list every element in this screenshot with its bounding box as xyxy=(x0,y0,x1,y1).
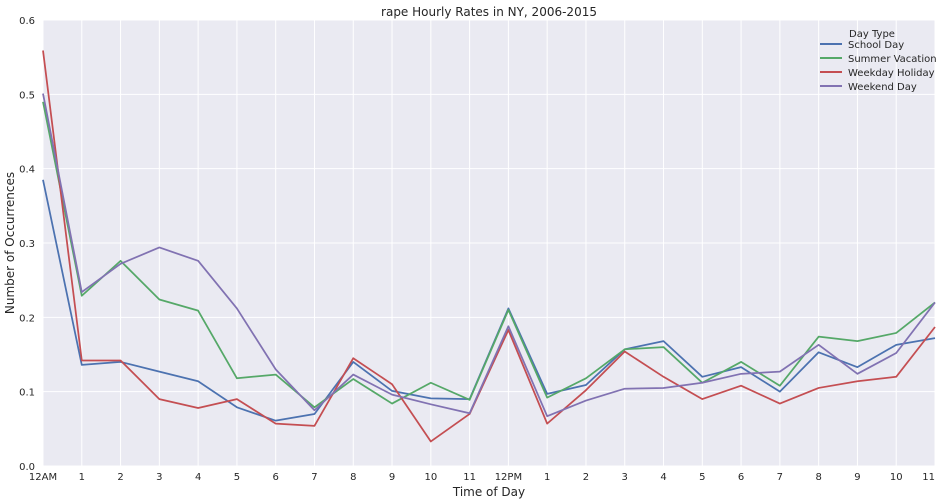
x-tick-label: 3 xyxy=(156,472,162,483)
x-tick-label: 7 xyxy=(777,472,783,483)
x-tick-label: 7 xyxy=(311,472,317,483)
x-tick-label: 2 xyxy=(583,472,589,483)
x-axis-ticks: 12AM 1 2 3 4 5 6 7 8 9 10 11 12PM 1 2 3 4 5 6 7 8 9 10 11 xyxy=(29,472,935,483)
x-tick-label: 10 xyxy=(890,472,903,483)
y-tick-label: 0.4 xyxy=(19,165,35,176)
x-tick-label: 4 xyxy=(195,472,201,483)
series-line-summer-vacation xyxy=(42,101,936,409)
legend: Day Type School Day Summer Vacation Weekda… xyxy=(820,29,937,93)
x-tick-label: 12AM xyxy=(29,472,57,483)
legend-label-summer-vacation: Summer Vacation xyxy=(848,54,937,65)
y-axis-ticks: 0.0 0.1 0.2 0.3 0.4 0.5 0.6 xyxy=(19,16,35,473)
series-line-weekend-day xyxy=(42,93,936,418)
x-tick-label: 12PM xyxy=(495,472,522,483)
x-tick-label: 5 xyxy=(699,472,705,483)
x-tick-label: 3 xyxy=(622,472,628,483)
series-lines xyxy=(42,50,936,443)
chart-title: rape Hourly Rates in NY, 2006-2015 xyxy=(381,5,597,19)
y-tick-label: 0.3 xyxy=(19,239,35,250)
y-tick-label: 0.0 xyxy=(19,462,35,473)
x-tick-label: 10 xyxy=(424,472,437,483)
x-tick-label: 4 xyxy=(660,472,666,483)
y-axis-label: Number of Occurrences xyxy=(3,172,17,314)
x-axis-label: Time of Day xyxy=(452,485,525,499)
legend-title: Day Type xyxy=(849,29,895,40)
x-tick-label: 9 xyxy=(389,472,395,483)
x-tick-label: 1 xyxy=(544,472,550,483)
grid-lines xyxy=(42,19,936,467)
x-tick-label: 11 xyxy=(463,472,476,483)
x-tick-label: 5 xyxy=(234,472,240,483)
x-tick-label: 9 xyxy=(854,472,860,483)
x-tick-label: 8 xyxy=(815,472,821,483)
x-tick-label: 6 xyxy=(738,472,744,483)
legend-label-weekday-holiday: Weekday Holiday xyxy=(848,68,935,79)
y-tick-label: 0.1 xyxy=(19,388,35,399)
x-tick-label: 6 xyxy=(273,472,279,483)
series-line-weekday-holiday xyxy=(42,50,936,443)
x-tick-label: 1 xyxy=(79,472,85,483)
x-tick-label: 8 xyxy=(350,472,356,483)
y-tick-label: 0.6 xyxy=(19,16,35,27)
y-tick-label: 0.5 xyxy=(19,90,35,101)
legend-label-weekend-day: Weekend Day xyxy=(848,82,917,93)
x-tick-label: 11 xyxy=(922,472,935,483)
legend-label-school-day: School Day xyxy=(848,40,904,51)
x-tick-label: 2 xyxy=(117,472,123,483)
y-tick-label: 0.2 xyxy=(19,313,35,324)
